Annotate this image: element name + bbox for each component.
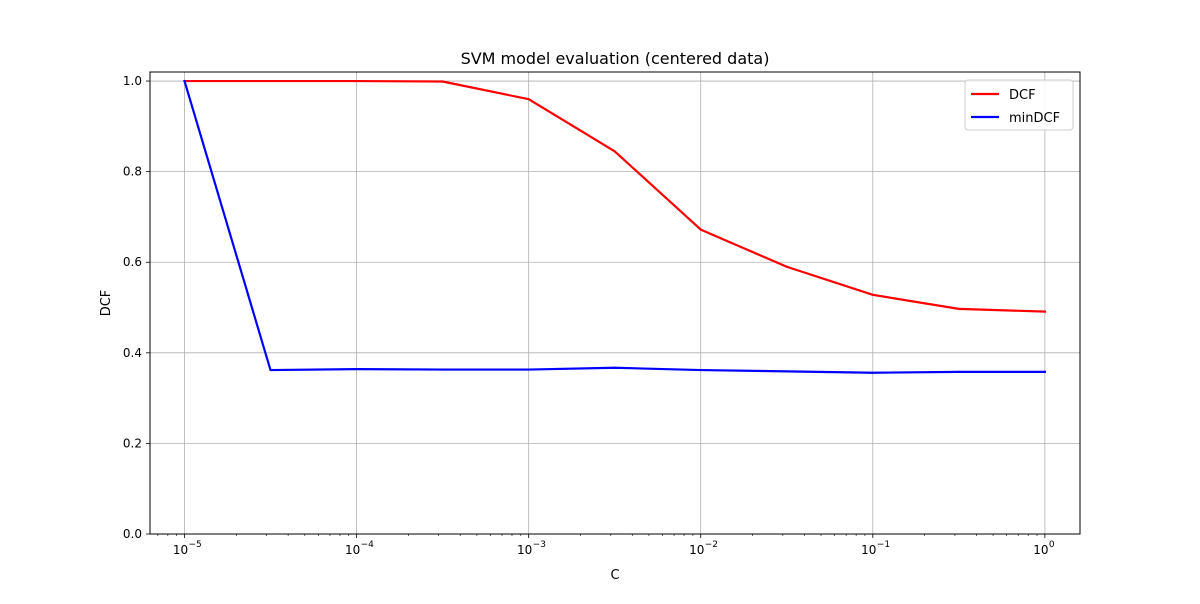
x-tick-exponent: −2 bbox=[705, 540, 718, 550]
axis-ticks: 0.00.20.40.60.81.010 −5 10 −4 10 −3 10 −2 10 −1 10… bbox=[123, 74, 1055, 557]
data-point-mindcf bbox=[785, 370, 788, 373]
x-axis-label: C bbox=[610, 568, 619, 583]
legend-label: DCF bbox=[1009, 88, 1036, 103]
x-tick-label: 10 −3 bbox=[517, 540, 546, 557]
legend-item-dcf: DCF bbox=[971, 88, 1036, 103]
x-tick-exponent: −3 bbox=[533, 540, 546, 550]
y-tick-label: 1.0 bbox=[123, 74, 142, 88]
data-point-mindcf bbox=[269, 368, 272, 372]
x-tick-base: 10 bbox=[689, 543, 704, 557]
data-point-mindcf bbox=[355, 368, 358, 371]
x-tick-exponent: −4 bbox=[361, 540, 375, 550]
data-point-dcf bbox=[269, 79, 272, 83]
data-point-dcf bbox=[355, 79, 358, 83]
data-point-dcf bbox=[699, 228, 702, 231]
data-point-mindcf bbox=[699, 368, 702, 372]
y-tick-label: 0.4 bbox=[123, 346, 142, 360]
y-tick-label: 0.8 bbox=[123, 165, 142, 179]
plot-frame bbox=[149, 71, 1081, 535]
legend-label: minDCF bbox=[1009, 111, 1060, 126]
series-line-dcf bbox=[183, 79, 1047, 313]
x-tick-base: 10 bbox=[861, 543, 876, 557]
x-tick-exponent: 0 bbox=[1049, 540, 1055, 550]
data-point-dcf bbox=[957, 307, 960, 310]
data-point-dcf bbox=[441, 80, 444, 83]
x-tick-base: 10 bbox=[517, 543, 532, 557]
data-point-mindcf bbox=[871, 371, 874, 374]
x-tick-label: 10 −4 bbox=[345, 540, 374, 557]
legend-item-mindcf: minDCF bbox=[971, 111, 1060, 126]
series-lines bbox=[183, 79, 1047, 374]
x-tick-label: 10 −5 bbox=[173, 540, 202, 557]
grid bbox=[150, 72, 1080, 535]
x-tick-base: 10 bbox=[345, 543, 360, 557]
data-point-mindcf bbox=[1043, 370, 1046, 373]
data-point-dcf bbox=[527, 98, 530, 101]
x-tick-label: 10 0 bbox=[1033, 540, 1055, 557]
x-tick-exponent: −1 bbox=[877, 540, 890, 550]
y-tick-label: 0.2 bbox=[123, 436, 142, 450]
data-point-dcf bbox=[1043, 310, 1046, 313]
x-tick-label: 10 −2 bbox=[689, 540, 718, 557]
y-tick-label: 0.0 bbox=[123, 527, 142, 541]
data-point-mindcf bbox=[183, 79, 186, 83]
y-axis-label: DCF bbox=[99, 290, 114, 317]
data-point-mindcf bbox=[527, 368, 530, 371]
x-tick-base: 10 bbox=[1033, 543, 1048, 557]
data-point-dcf bbox=[613, 150, 616, 153]
data-point-dcf bbox=[871, 293, 874, 296]
legend: DCF minDCF bbox=[964, 79, 1074, 131]
data-point-dcf bbox=[785, 265, 788, 268]
data-point-mindcf bbox=[441, 368, 444, 371]
data-point-mindcf bbox=[957, 370, 960, 373]
data-point-mindcf bbox=[613, 366, 616, 369]
y-tick-label: 0.6 bbox=[123, 255, 142, 269]
x-tick-label: 10 −1 bbox=[861, 540, 890, 557]
series-line-mindcf bbox=[183, 79, 1046, 374]
x-tick-exponent: −5 bbox=[189, 540, 202, 550]
chart-title: SVM model evaluation (centered data) bbox=[461, 49, 770, 68]
x-tick-base: 10 bbox=[173, 543, 188, 557]
